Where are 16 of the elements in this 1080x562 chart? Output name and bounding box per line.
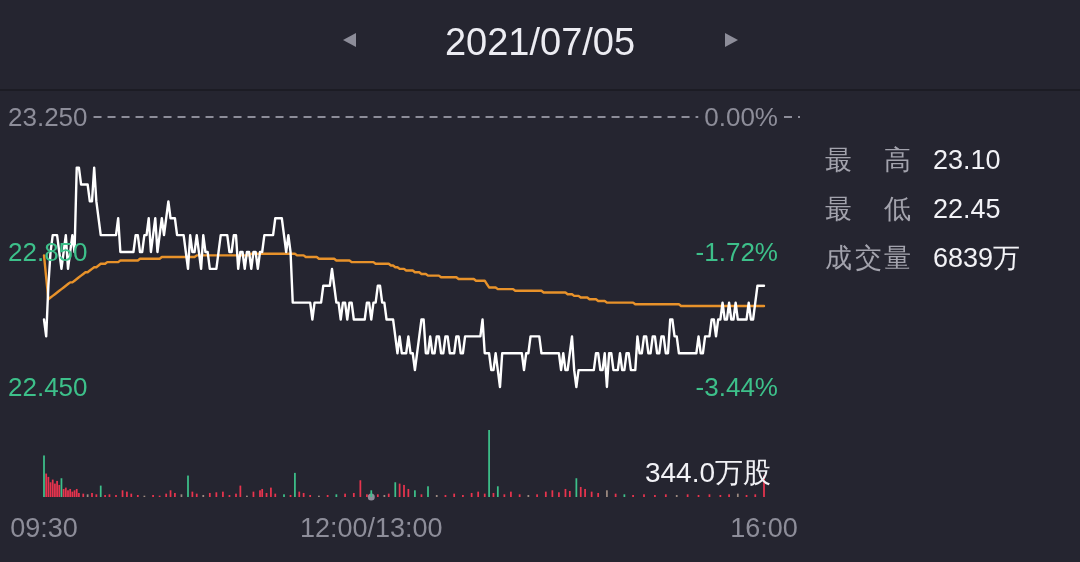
y-tick-label: 23.250: [8, 102, 88, 132]
chart-title: 2021/07/05: [444, 21, 636, 63]
y2-tick-label: -1.72%: [695, 237, 778, 267]
text: 23.10: [933, 145, 1001, 175]
text: 6839万: [933, 243, 1021, 273]
y2-tick-label: 0.00%: [704, 102, 778, 132]
x-tick-label: 12:00/13:00: [299, 513, 443, 543]
x-tick-label: 09:30: [10, 513, 78, 543]
annotation: 344.0万股: [644, 456, 772, 488]
y2-tick-label: -3.44%: [695, 372, 778, 402]
text: 最高: [825, 145, 911, 175]
y-tick-label: 22.450: [8, 372, 88, 402]
text: 22.45: [933, 194, 1001, 224]
text: 成交量: [825, 243, 911, 273]
x-tick-label: 16:00: [730, 513, 798, 543]
text: 最低: [825, 194, 911, 224]
